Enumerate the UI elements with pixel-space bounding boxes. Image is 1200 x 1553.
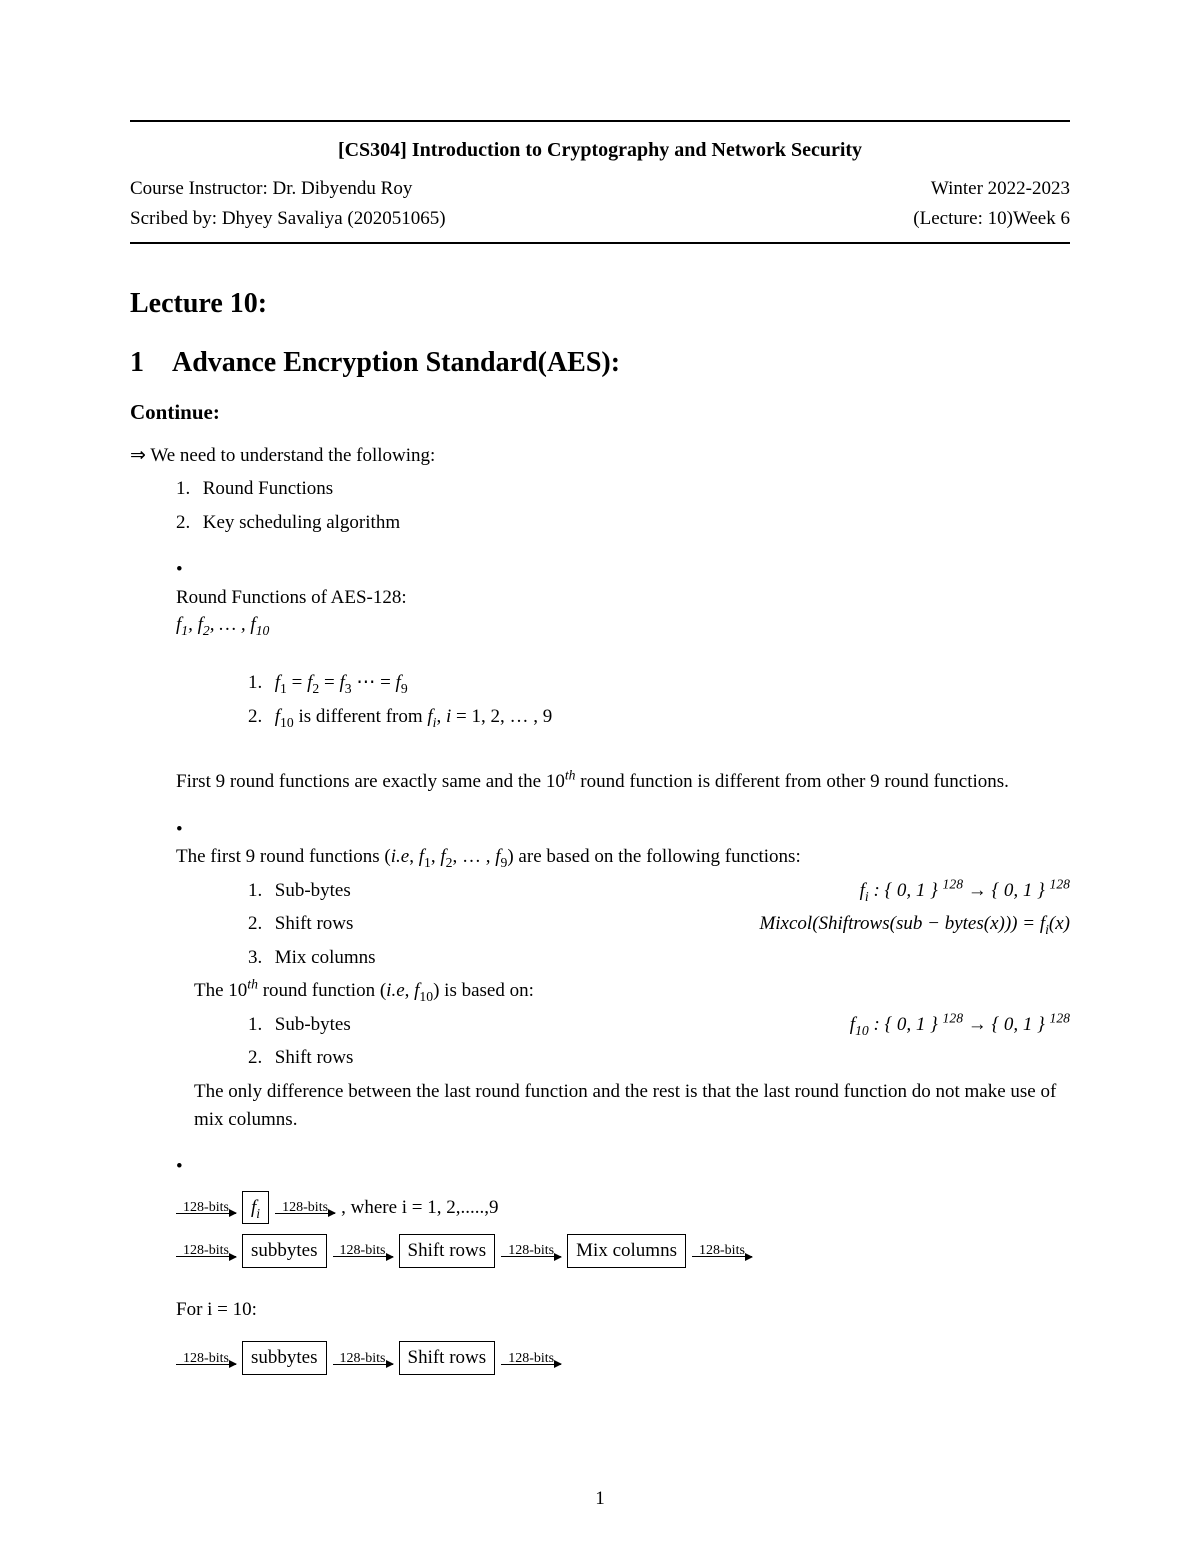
instructor-label: Course Instructor: Dr. Dibyendu Roy [130, 175, 412, 203]
fi-box: fi [242, 1191, 269, 1225]
subbytes-box: subbytes [242, 1234, 327, 1268]
header-meta-row-1: Course Instructor: Dr. Dibyendu Roy Wint… [130, 175, 1070, 203]
arrow-icon: 128-bits [176, 1201, 236, 1214]
inner-list-item: 2. f10 is different from fi, i = 1, 2, …… [248, 703, 1070, 731]
lecture-info-label: (Lecture: 10)Week 6 [913, 205, 1070, 233]
ops9-eq2: Mixcol(Shiftrows(sub − bytes(x))) = fi(x… [353, 910, 1070, 938]
intro-text: We need to understand the following: [150, 445, 435, 466]
flow-line-9: 128-bits subbytes 128-bits Shift rows 12… [176, 1234, 1052, 1268]
understand-item-1: Round Functions [203, 478, 333, 499]
continue-subheading: Continue: [130, 397, 1070, 427]
subbytes-box: subbytes [242, 1341, 327, 1375]
flow-line-10: 128-bits subbytes 128-bits Shift rows 12… [176, 1341, 1052, 1375]
ops9-item-3: Mix columns [275, 947, 376, 968]
ops9-eq1: fi : { 0, 1 } 128 → { 0, 1 } 128 [351, 877, 1070, 905]
ops10-eq: f10 : { 0, 1 } 128 → { 0, 1 } 128 [351, 1011, 1070, 1039]
page-number: 1 [0, 1485, 1200, 1513]
header-rule-top [130, 120, 1070, 122]
section-heading: 1 Advance Encryption Standard(AES): [130, 343, 1070, 384]
flow-bullet: • 128-bits fi 128-bits , where i = 1, 2,… [176, 1153, 1070, 1385]
diff-paragraph: The only difference between the last rou… [194, 1078, 1070, 1133]
ops10-row-2: 2. Shift rows [248, 1044, 1070, 1072]
header-rule-bottom [130, 242, 1070, 244]
arrow-icon: 128-bits [333, 1244, 393, 1257]
ops9-item-1: Sub-bytes [275, 880, 351, 901]
shiftrows-box: Shift rows [399, 1341, 496, 1375]
flow-line-fi: 128-bits fi 128-bits , where i = 1, 2,..… [176, 1191, 1052, 1225]
round-fns-of-text: Round Functions of AES-128: [176, 587, 407, 608]
tenth-intro: The 10th round function (i.e, f10) is ba… [194, 977, 1070, 1005]
arrow-icon: 128-bits [501, 1244, 561, 1257]
ops9-item-2: Shift rows [275, 913, 354, 934]
arrow-icon: 128-bits [176, 1352, 236, 1365]
mixcols-box: Mix columns [567, 1234, 686, 1268]
arrow-icon: 128-bits [501, 1352, 561, 1365]
shiftrows-box: Shift rows [399, 1234, 496, 1268]
for-i10-text: For i = 10: [176, 1296, 1052, 1324]
bullet-item: • Round Functions of AES-128: f1, f2, … … [176, 556, 1070, 639]
arrow-icon: 128-bits [333, 1352, 393, 1365]
section-title: Advance Encryption Standard(AES): [172, 347, 620, 378]
list-item: 1. Round Functions [176, 475, 1070, 503]
section-number: 1 [130, 343, 144, 384]
ops9-row-2: 2. Shift rows Mixcol(Shiftrows(sub − byt… [248, 910, 1070, 938]
bullet-item: • The first 9 round functions (i.e, f1, … [176, 816, 1070, 871]
header-meta-row-2: Scribed by: Dhyey Savaliya (202051065) (… [130, 205, 1070, 233]
ops9-row-1: 1. Sub-bytes fi : { 0, 1 } 128 → { 0, 1 … [248, 877, 1070, 905]
ops9-row-3: 3. Mix columns [248, 944, 1070, 972]
arrow-icon: 128-bits [275, 1201, 335, 1214]
ops10-item-1: Sub-bytes [275, 1014, 351, 1035]
scribe-label: Scribed by: Dhyey Savaliya (202051065) [130, 205, 446, 233]
arrow-icon: 128-bits [692, 1244, 752, 1257]
page: [CS304] Introduction to Cryptography and… [0, 0, 1200, 1553]
arrow-icon: 128-bits [176, 1244, 236, 1257]
ops10-row-1: 1. Sub-bytes f10 : { 0, 1 } 128 → { 0, 1… [248, 1011, 1070, 1039]
course-title: [CS304] Introduction to Cryptography and… [130, 136, 1070, 165]
ops10-item-2: Shift rows [275, 1047, 354, 1068]
flow-where-text: , where i = 1, 2,.....,9 [341, 1194, 498, 1222]
list-item: 2. Key scheduling algorithm [176, 509, 1070, 537]
first9-paragraph: First 9 round functions are exactly same… [176, 768, 1070, 796]
round-fns-list: f1, f2, … , f10 [176, 614, 269, 635]
intro-line: ⇒ We need to understand the following: [130, 442, 1070, 470]
inner-list-item: 1. f1 = f2 = f3 ⋯ = f9 [248, 669, 1070, 697]
term-label: Winter 2022-2023 [931, 175, 1070, 203]
understand-item-2: Key scheduling algorithm [203, 512, 400, 533]
lecture-heading: Lecture 10: [130, 284, 1070, 325]
